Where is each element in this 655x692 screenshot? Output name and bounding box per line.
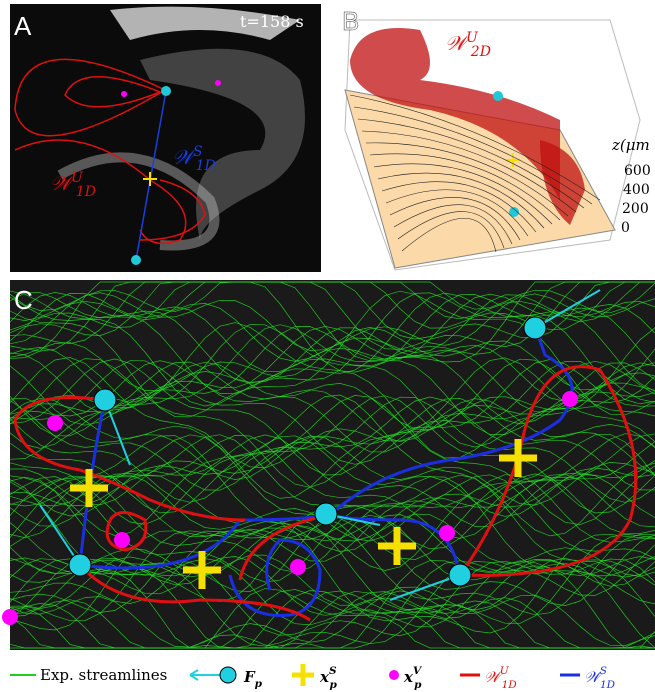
- vortex: [215, 80, 221, 86]
- panel-a: A t=158 s 𝒲U1D 𝒲S1D: [10, 4, 321, 272]
- legend-text: Exp. streamlines: [40, 666, 167, 684]
- z-tick-label: 0: [621, 220, 630, 236]
- math-sub: 1D: [76, 184, 96, 200]
- panel-label: C: [14, 285, 33, 315]
- math-sub: p: [330, 679, 338, 691]
- legend-swatch: [220, 667, 236, 683]
- z-ticks: 600 400 200 0: [621, 163, 651, 236]
- math-sub: 2D: [470, 44, 491, 60]
- panel-label: A: [14, 11, 32, 41]
- math-sub: 1D: [196, 158, 216, 174]
- panel-label: B: [342, 6, 359, 36]
- vortex: [2, 609, 18, 625]
- time-label: t=158 s: [240, 12, 304, 31]
- math-sup: S: [600, 665, 607, 677]
- z-tick-label: 200: [622, 201, 649, 217]
- legend-swatch: [292, 664, 314, 686]
- fixed-point: [493, 91, 503, 101]
- vortex: [439, 525, 455, 541]
- vortex: [562, 391, 578, 407]
- vortex: [121, 91, 127, 97]
- z-axis-title: z(μm: [611, 136, 650, 154]
- math-sup: U: [500, 665, 510, 677]
- fixed-point: [131, 255, 141, 265]
- vortex: [47, 415, 63, 431]
- vortex: [290, 559, 306, 575]
- math-sub: p: [414, 679, 422, 691]
- z-tick-label: 600: [624, 163, 651, 179]
- z-tick-label: 400: [623, 182, 650, 198]
- fixed-point: [524, 317, 546, 339]
- fixed-point: [69, 554, 91, 576]
- fixed-point: [94, 389, 116, 411]
- fixed-point: [449, 564, 471, 586]
- math-sup: V: [413, 665, 423, 677]
- figure: A t=158 s 𝒲U1D 𝒲S1D B 𝒲U2D z(μm 600 400 20…: [0, 0, 655, 692]
- fixed-point: [315, 503, 337, 525]
- math-sup: S: [329, 665, 337, 677]
- legend-text: xVp: [403, 665, 423, 691]
- vortex: [114, 532, 130, 548]
- fixed-point: [161, 86, 171, 96]
- panel-c: C: [2, 280, 655, 650]
- math-sub: 1D: [502, 679, 518, 691]
- math-sub: p: [255, 678, 263, 690]
- legend-swatch: [389, 670, 399, 680]
- legend-swatch: [190, 670, 220, 680]
- math-sub: 1D: [600, 679, 616, 691]
- legend-text: Fp: [243, 668, 263, 690]
- legend-text: 𝒲S1D: [584, 665, 616, 691]
